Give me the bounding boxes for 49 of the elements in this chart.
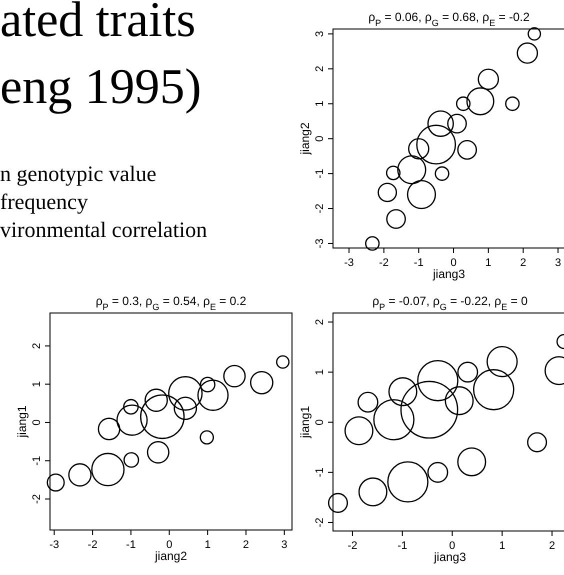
y-tick-label: 2: [314, 318, 326, 326]
y-tick-label: 3: [314, 30, 326, 37]
x-tick-label: -1: [126, 539, 136, 551]
y-tick-label: -2: [314, 518, 326, 528]
x-axis-title: jiang3: [432, 550, 466, 564]
y-tick-label: 1: [314, 369, 326, 376]
y-tick-label: 1: [314, 100, 326, 107]
y-tick-label: 0: [314, 419, 326, 426]
chart-title: ρ$_{P}$ = 0.3, ρ$_{G}$ = 0.54, ρ$_{E}$ = 0.2: [96, 294, 247, 312]
x-tick-label: 0: [449, 540, 456, 552]
x-tick-label: 2: [520, 257, 526, 269]
y-tick-label: -1: [31, 456, 43, 466]
x-tick-label: -2: [88, 539, 98, 551]
y-tick-label: 0: [31, 419, 43, 426]
y-tick-label: 1: [31, 381, 43, 388]
chart-title: ρ$_{P}$ = -0.07, ρ$_{G}$ = -0.22, ρ$_{E}$ = 0: [372, 294, 528, 312]
y-tick-label: -2: [31, 494, 43, 504]
x-tick-label: 1: [499, 540, 506, 552]
text: n genotypic value: [0, 161, 156, 186]
x-tick-label: 2: [548, 540, 556, 552]
x-tick-label: -3: [49, 539, 60, 551]
x-tick-label: -3: [344, 257, 354, 269]
x-tick-label: 1: [204, 539, 211, 551]
x-tick-label: -2: [348, 540, 358, 552]
x-tick-label: -1: [397, 540, 408, 552]
y-axis-title: jiang1: [298, 406, 312, 440]
x-tick-label: 0: [166, 539, 172, 551]
y-tick-label: -3: [314, 238, 326, 248]
y-tick-label: -1: [314, 168, 326, 178]
y-tick-label: 0: [314, 136, 326, 142]
x-tick-label: -2: [378, 257, 389, 269]
x-tick-label: 2: [242, 539, 250, 551]
text: vironmental correlation: [0, 217, 208, 242]
y-axis-title: jiang1: [15, 405, 29, 439]
y-tick-label: -1: [314, 467, 326, 478]
y-tick-label: 2: [314, 66, 326, 72]
y-tick-label: 2: [31, 342, 43, 349]
x-tick-label: 1: [485, 257, 492, 269]
y-axis-title: jiang2: [298, 122, 312, 156]
chart-title: ρ$_{P}$ = 0.06, ρ$_{G}$ = 0.68, ρ$_{E}$ = -0.2: [368, 10, 530, 28]
x-axis-title: jiang3: [432, 267, 466, 281]
x-tick-label: 3: [554, 257, 562, 269]
x-tick-label: 0: [450, 257, 457, 269]
x-tick-label: 3: [281, 539, 288, 551]
y-tick-label: -2: [314, 204, 326, 214]
text: frequency: [0, 189, 88, 214]
text: ated traits eng 1995): [0, 0, 202, 114]
x-axis-title: jiang2: [154, 549, 188, 563]
x-tick-label: -1: [414, 257, 424, 269]
